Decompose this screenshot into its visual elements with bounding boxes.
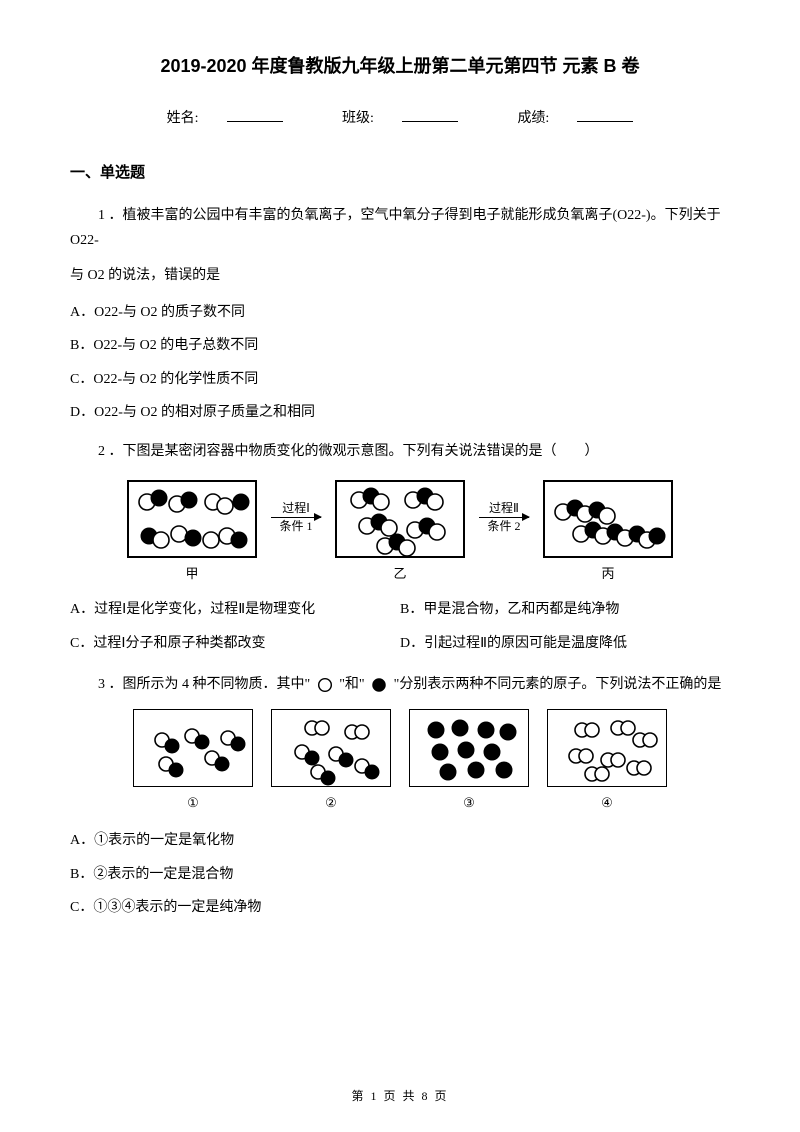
q3-box-3 <box>409 709 529 787</box>
q1-option-c: C．O22-与 O2 的化学性质不同 <box>70 367 730 392</box>
q2-box-yi <box>335 480 465 558</box>
q2-stem: 2 ．下图是某密闭容器中物质变化的微观示意图。下列有关说法错误的是（ ） <box>70 439 730 464</box>
q2-arrow2: 过程Ⅱ 条件 2 <box>479 480 529 535</box>
page-footer: 第 1 页 共 8 页 <box>0 1086 800 1108</box>
open-atom-icon <box>316 676 334 694</box>
q1-stem-line1: 1 ．植被丰富的公园中有丰富的负氧离子，空气中氧分子得到电子就能形成负氧离子(O… <box>70 203 730 253</box>
q1-option-d: D．O22-与 O2 的相对原子质量之和相同 <box>70 400 730 425</box>
name-blank[interactable] <box>227 108 283 122</box>
q3-box-1 <box>133 709 253 787</box>
q1-option-a: A．O22-与 O2 的质子数不同 <box>70 300 730 325</box>
q2-option-a: A．过程Ⅰ是化学变化，过程Ⅱ是物理变化 <box>70 597 400 622</box>
q2-box-bing <box>543 480 673 558</box>
name-field: 姓名: <box>153 106 297 131</box>
exam-title: 2019-2020 年度鲁教版九年级上册第二单元第四节 元素 B 卷 <box>70 50 730 82</box>
q3-stem: 3 ．图所示为 4 种不同物质．其中" "和" "分别表示两种不同元素的原子。下… <box>70 672 730 697</box>
q3-label-1: ① <box>187 791 199 814</box>
score-field: 成绩: <box>503 106 647 131</box>
section-title: 一、单选题 <box>70 160 730 187</box>
q2-box-jia <box>127 480 257 558</box>
q3-label-4: ④ <box>601 791 613 814</box>
q2-label-yi: 乙 <box>393 562 406 585</box>
class-field: 班级: <box>328 106 472 131</box>
q2-option-d: D．引起过程Ⅱ的原因可能是温度降低 <box>400 631 730 656</box>
score-blank[interactable] <box>577 108 633 122</box>
q2-label-bing: 丙 <box>601 562 614 585</box>
class-blank[interactable] <box>402 108 458 122</box>
q3-diagram-row: ① ② ③ ④ <box>70 709 730 814</box>
q2-diagram-row: 甲 过程Ⅰ 条件 1 乙 过程Ⅱ 条件 2 丙 <box>70 480 730 585</box>
q2-label-jia: 甲 <box>185 562 198 585</box>
q2-option-c: C．过程Ⅰ分子和原子种类都改变 <box>70 631 400 656</box>
q3-box-2 <box>271 709 391 787</box>
q2-option-b: B．甲是混合物，乙和丙都是纯净物 <box>400 597 730 622</box>
q3-label-3: ③ <box>463 791 475 814</box>
q3-option-a: A．①表示的一定是氧化物 <box>70 828 730 853</box>
q1-option-b: B．O22-与 O2 的电子总数不同 <box>70 333 730 358</box>
q2-options: A．过程Ⅰ是化学变化，过程Ⅱ是物理变化 B．甲是混合物，乙和丙都是纯净物 C．过… <box>70 597 730 663</box>
q3-box-4 <box>547 709 667 787</box>
q3-option-c: C．①③④表示的一定是纯净物 <box>70 895 730 920</box>
student-info-line: 姓名: 班级: 成绩: <box>70 106 730 131</box>
q2-arrow1: 过程Ⅰ 条件 1 <box>271 480 321 535</box>
q3-option-b: B．②表示的一定是混合物 <box>70 862 730 887</box>
q3-label-2: ② <box>325 791 337 814</box>
solid-atom-icon <box>370 676 388 694</box>
q1-stem-line2: 与 O2 的说法，错误的是 <box>70 263 730 288</box>
